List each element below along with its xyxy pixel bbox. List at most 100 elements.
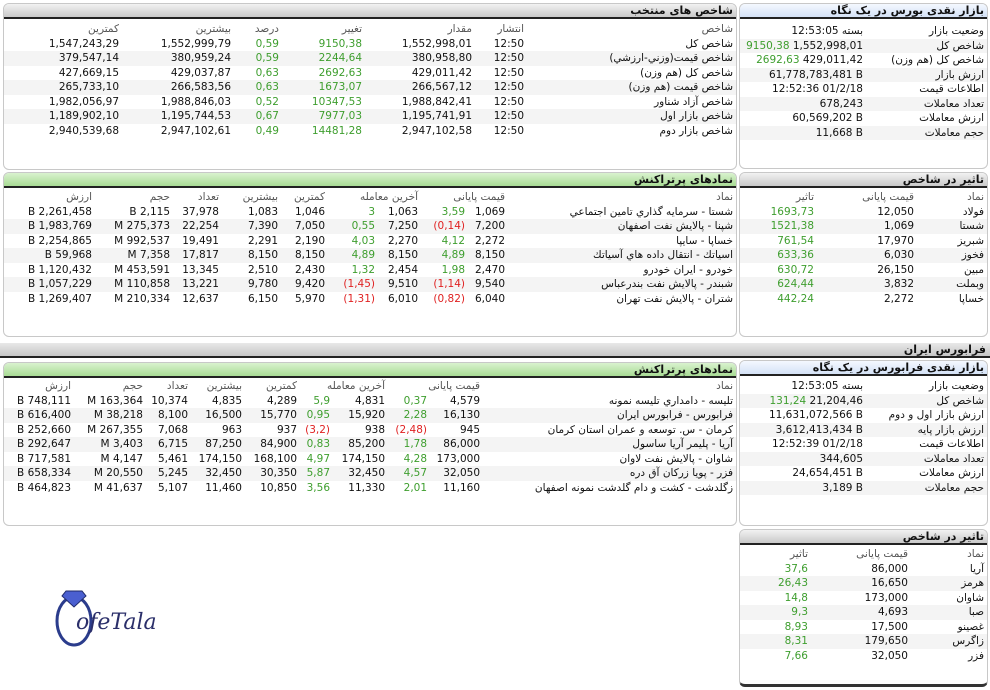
close-price-cell: 4,693 <box>811 605 911 620</box>
header-publish-time[interactable]: انتشار <box>497 23 524 35</box>
close-price-cell: 2,272 <box>883 292 914 305</box>
count-cell: 8,100 <box>146 408 191 423</box>
table-row[interactable]: فزر 32,050 7,66 <box>740 649 987 664</box>
header-close-price[interactable]: قیمت پایانی <box>428 380 481 392</box>
table-row[interactable]: شاخص کل (هم وزن) 12:50 429,011,42 2692,63 0,… <box>4 66 736 81</box>
header-change[interactable]: تغییر <box>341 23 362 35</box>
header-close-price[interactable]: قیمت پایانی <box>453 191 506 203</box>
header-count[interactable]: تعداد <box>166 380 188 392</box>
header-percent[interactable]: درصد <box>254 23 279 35</box>
table-row[interactable]: فولاد 12,050 1693,73 <box>740 205 987 220</box>
glance-label: حجم معاملات <box>867 480 987 495</box>
high-cell: 963 <box>221 423 242 436</box>
header-symbol[interactable]: نماد <box>967 548 984 560</box>
glance-value: 12:52:36 01/2/18 <box>772 83 863 95</box>
high-cell: 1,552,999,79 <box>160 37 231 50</box>
table-row[interactable]: شاخص بازار دوم 12:50 2,947,102,58 14481,28 0… <box>4 124 736 139</box>
high-cell: 380,959,24 <box>122 51 234 66</box>
last-percent-cell: 5,9 <box>313 394 331 407</box>
table-row[interactable]: شاخص آزاد شناور 12:50 1,988,842,41 10347,53… <box>4 95 736 110</box>
high-cell: 7,390 <box>222 219 281 234</box>
table-row[interactable]: شاخص قیمت (هم وزن) 12:50 266,567,12 1673,07… <box>4 80 736 95</box>
close-price-cell: 32,050 <box>871 649 908 662</box>
table-row[interactable]: شبندر - پالايش نفت بندرعباس 9,540 (1,14) 9,… <box>4 277 736 292</box>
header-low[interactable]: کمترین <box>294 191 325 203</box>
close-price-cell: 6,030 <box>817 248 917 263</box>
high-cell: 174,150 <box>198 452 242 465</box>
table-row[interactable]: اسياتك - انتقال داده هاي آسياتك 8,150 4,89… <box>4 248 736 263</box>
header-count[interactable]: تعداد <box>197 191 219 203</box>
header-close-price[interactable]: قیمت پایانی <box>862 191 914 203</box>
header-symbol[interactable]: نماد <box>716 380 734 392</box>
symbol-cell: وبملت <box>917 277 987 292</box>
table-row[interactable]: هرمز 16,650 26,43 <box>740 576 987 591</box>
table-row[interactable]: تليسه - دامداري تليسه نمونه 4,579 0,37 4,83… <box>4 394 736 409</box>
volume-cell: 275,373 M <box>95 219 173 234</box>
glance-label: شاخص کل <box>867 393 987 408</box>
last-price-cell: 11,330 <box>348 481 386 494</box>
last-percent-cell: 0,83 <box>300 437 334 452</box>
table-row[interactable]: صبا 4,693 9,3 <box>740 605 987 620</box>
table-row[interactable]: فخوز 6,030 633,36 <box>740 248 987 263</box>
table-row[interactable]: شتران - پالايش نفت تهران 6,040 (0,82) 6,010… <box>4 292 736 307</box>
header-impact[interactable]: تاثیر <box>789 548 808 560</box>
symbol-cell: هرمز <box>911 576 987 591</box>
symbol-cell: خساپا <box>958 292 984 305</box>
symbol-cell: زاگرس <box>911 634 987 649</box>
header-last-trade[interactable]: آخرین معامله <box>326 380 386 392</box>
table-row[interactable]: شپنا - پالايش نفت اصفهان 7,200 (0,14) 7,250… <box>4 219 736 234</box>
table-row[interactable]: خساپا 2,272 442,24 <box>740 292 987 307</box>
table-row[interactable]: خودرو - ايران خودرو 2,470 1,98 2,454 1,32 2,4… <box>4 263 736 278</box>
table-row[interactable]: فزر - پويا زركان آق دره 32,050 4,57 32,450 5… <box>4 466 736 481</box>
header-high[interactable]: بیشترین <box>195 23 231 35</box>
close-price-cell: 32,050 <box>430 466 484 481</box>
trade-value-cell: 658,334 B <box>4 466 74 481</box>
symbol-cell: فخوز <box>917 248 987 263</box>
trade-value-cell: 1,057,229 B <box>4 277 95 292</box>
close-price-cell: 4,579 <box>449 394 481 407</box>
glance-value: 344,605 <box>819 452 863 465</box>
header-last-trade[interactable]: آخرین معامله <box>359 191 419 203</box>
header-trade-value[interactable]: ارزش <box>66 191 92 203</box>
last-percent-cell: 1,32 <box>351 263 376 276</box>
table-row[interactable]: آريا - پليمر آريا ساسول 86,000 1,78 85,200 0… <box>4 437 736 452</box>
value-cell: 1,988,842,41 <box>401 95 472 108</box>
table-row[interactable]: زاگرس 179,650 8,31 <box>740 634 987 649</box>
header-volume[interactable]: حجم <box>149 191 170 203</box>
header-low[interactable]: کمترین <box>266 380 297 392</box>
header-impact[interactable]: تاثیر <box>795 191 814 203</box>
table-row[interactable]: غصينو 17,500 8,93 <box>740 620 987 635</box>
header-high[interactable]: بیشترین <box>242 191 278 203</box>
header-trade-value[interactable]: ارزش <box>45 380 71 392</box>
table-row[interactable]: فرابورس - فرابورس ايران 16,130 2,28 15,920 0… <box>4 408 736 423</box>
header-low[interactable]: کمترین <box>88 23 119 35</box>
header-close-price[interactable]: قیمت پایانی <box>856 548 908 560</box>
header-high[interactable]: بیشترین <box>206 380 242 392</box>
last-price-cell: 174,150 <box>341 452 386 465</box>
header-index-name[interactable]: شاخص <box>701 23 733 35</box>
table-row[interactable]: كرمان - س. توسعه و عمران استان كرمان 945 (… <box>4 423 736 438</box>
last-percent-cell: (1,31) <box>343 292 376 305</box>
table-row[interactable]: وبملت 3,832 624,44 <box>740 277 987 292</box>
index-name-cell: شاخص قیمت(وزني-ارزشي) <box>527 51 736 66</box>
table-row[interactable]: شاخص قیمت(وزني-ارزشي) 12:50 380,958,80 2244… <box>4 51 736 66</box>
index-name-cell: شاخص آزاد شناور <box>654 95 733 108</box>
table-row[interactable]: شاوان - پالايش نفت لاوان 173,000 4,28 174,1… <box>4 452 736 467</box>
table-row[interactable]: مبین 26,150 630,72 <box>740 263 987 278</box>
table-row[interactable]: شاخص بازار اول 12:50 1,195,741,91 7977,03 0,… <box>4 109 736 124</box>
header-symbol[interactable]: نماد <box>967 191 984 203</box>
header-symbol[interactable]: نماد <box>716 191 734 203</box>
header-value[interactable]: مقدار <box>447 23 472 35</box>
table-row[interactable]: شاخص کل 12:50 1,552,998,01 9150,38 0,59 1,552… <box>4 37 736 52</box>
table-row[interactable]: آريا 86,000 37,6 <box>740 562 987 577</box>
trade-value-cell: 292,647 B <box>4 437 74 452</box>
table-row[interactable]: زگلدشت - كشت و دام گلدشت نمونه اصفهان 11,… <box>4 481 736 496</box>
trade-value-cell: 748,111 B <box>17 394 71 407</box>
close-price-cell: 1,069 <box>474 205 506 218</box>
table-row[interactable]: شستا - سرمايه گذاري تامين اجتماعي 1,069 3,… <box>4 205 736 220</box>
table-row[interactable]: شاوان 173,000 14,8 <box>740 591 987 606</box>
table-row[interactable]: شستا 1,069 1521,38 <box>740 219 987 234</box>
table-row[interactable]: خساپا - سايپا 2,272 4,12 2,270 4,03 2,190 2,29… <box>4 234 736 249</box>
header-volume[interactable]: حجم <box>122 380 143 392</box>
table-row[interactable]: شبریز 17,970 761,54 <box>740 234 987 249</box>
